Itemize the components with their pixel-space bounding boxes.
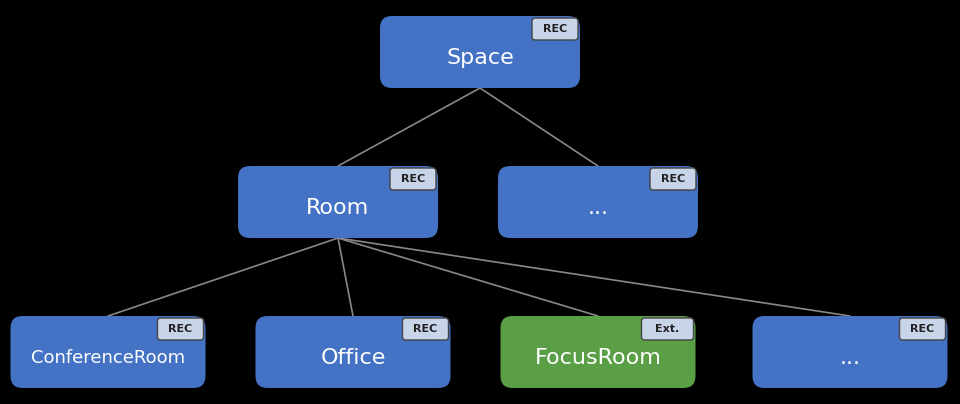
FancyBboxPatch shape — [498, 166, 698, 238]
FancyBboxPatch shape — [255, 316, 450, 388]
Text: REC: REC — [168, 324, 193, 334]
Text: REC: REC — [401, 174, 425, 184]
FancyBboxPatch shape — [238, 166, 438, 238]
FancyBboxPatch shape — [650, 168, 696, 190]
FancyBboxPatch shape — [532, 18, 578, 40]
FancyBboxPatch shape — [402, 318, 448, 340]
Text: REC: REC — [910, 324, 935, 334]
Text: Space: Space — [446, 48, 514, 68]
FancyBboxPatch shape — [641, 318, 693, 340]
Text: REC: REC — [414, 324, 438, 334]
Text: ...: ... — [588, 198, 609, 218]
FancyBboxPatch shape — [11, 316, 205, 388]
FancyBboxPatch shape — [157, 318, 204, 340]
Text: Ext.: Ext. — [656, 324, 680, 334]
Text: Office: Office — [321, 348, 386, 368]
Text: REC: REC — [660, 174, 685, 184]
Text: FocusRoom: FocusRoom — [535, 348, 661, 368]
FancyBboxPatch shape — [390, 168, 436, 190]
Text: ...: ... — [839, 348, 860, 368]
Text: Room: Room — [306, 198, 370, 218]
Text: REC: REC — [542, 24, 567, 34]
FancyBboxPatch shape — [753, 316, 948, 388]
FancyBboxPatch shape — [900, 318, 946, 340]
FancyBboxPatch shape — [500, 316, 695, 388]
FancyBboxPatch shape — [380, 16, 580, 88]
Text: ConferenceRoom: ConferenceRoom — [31, 349, 185, 367]
